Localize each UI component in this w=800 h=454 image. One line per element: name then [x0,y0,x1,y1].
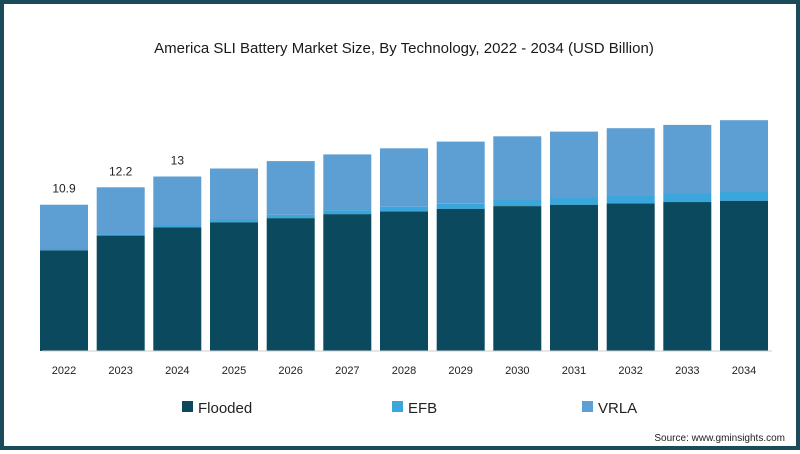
legend-swatch-efb [392,401,403,412]
bar-vrla-2022 [40,204,88,249]
x-tick-label: 2031 [562,365,586,377]
bar-vrla-2033 [663,124,712,194]
x-tick-label: 2029 [448,365,472,377]
bar-vrla-2027 [323,154,372,211]
x-tick-labels: 2022 2023 2024 2025 2026 2027 2028 2029 2030 2031… [52,365,756,377]
bar-vrla-2029 [436,141,485,204]
bar-vrla-2023 [96,187,145,235]
bar-vrla-2025 [210,168,258,220]
bar-efb-2032 [606,196,655,204]
data-label-2022: 10.9 [52,182,76,196]
bar-flooded-2029 [436,208,485,351]
x-tick-label: 2023 [108,365,132,377]
bar-flooded-2028 [380,211,428,351]
data-labels: 10.9 12.2 13 [52,154,184,196]
bar-flooded-2025 [210,222,258,351]
x-tick-label: 2026 [278,365,302,377]
x-tick-label: 2027 [335,365,359,377]
data-label-2023: 12.2 [109,164,133,178]
bar-efb-2025 [210,219,258,223]
x-tick-label: 2028 [392,365,416,377]
bar-vrla-2031 [550,131,598,198]
bar-efb-2031 [550,198,598,205]
x-tick-label: 2032 [618,365,642,377]
bar-vrla-2034 [720,120,768,192]
x-tick-label: 2024 [165,365,189,377]
x-tick-label: 2025 [222,365,246,377]
bar-flooded-2034 [720,200,768,351]
bars-group [40,120,768,351]
bar-efb-2026 [266,214,315,219]
bar-flooded-2026 [266,218,315,351]
x-tick-label: 2033 [675,365,699,377]
bar-efb-2022 [40,249,88,251]
x-tick-label: 2022 [52,365,76,377]
bar-flooded-2030 [493,206,542,351]
bar-efb-2034 [720,192,768,201]
data-label-2024: 13 [171,154,185,168]
x-tick-label: 2034 [732,365,756,377]
bar-flooded-2023 [96,235,145,351]
bar-flooded-2031 [550,204,598,351]
source-text: Source: www.gminsights.com [654,433,785,444]
bar-efb-2033 [663,194,712,203]
bar-efb-2030 [493,200,542,206]
legend-swatch-vrla [582,401,593,412]
bar-efb-2024 [153,225,202,228]
bar-efb-2027 [323,210,372,215]
bar-vrla-2028 [380,148,428,207]
bar-vrla-2024 [153,176,202,226]
bar-flooded-2024 [153,227,202,351]
legend-label-vrla: VRLA [598,400,637,417]
chart-title: America SLI Battery Market Size, By Tech… [154,40,654,57]
bar-efb-2029 [436,203,485,209]
legend-label-efb: EFB [408,400,437,417]
legend: Flooded EFB VRLA [182,400,637,417]
bar-vrla-2026 [266,161,315,215]
bar-efb-2023 [96,234,145,236]
bar-vrla-2030 [493,136,542,201]
legend-swatch-flooded [182,401,193,412]
bar-efb-2028 [380,206,428,212]
chart: America SLI Battery Market Size, By Tech… [40,40,785,444]
bar-vrla-2032 [606,128,655,196]
legend-label-flooded: Flooded [198,400,252,417]
bar-flooded-2032 [606,203,655,351]
x-tick-label: 2030 [505,365,529,377]
bar-flooded-2022 [40,250,88,351]
bar-flooded-2027 [323,214,372,351]
bar-flooded-2033 [663,202,712,351]
